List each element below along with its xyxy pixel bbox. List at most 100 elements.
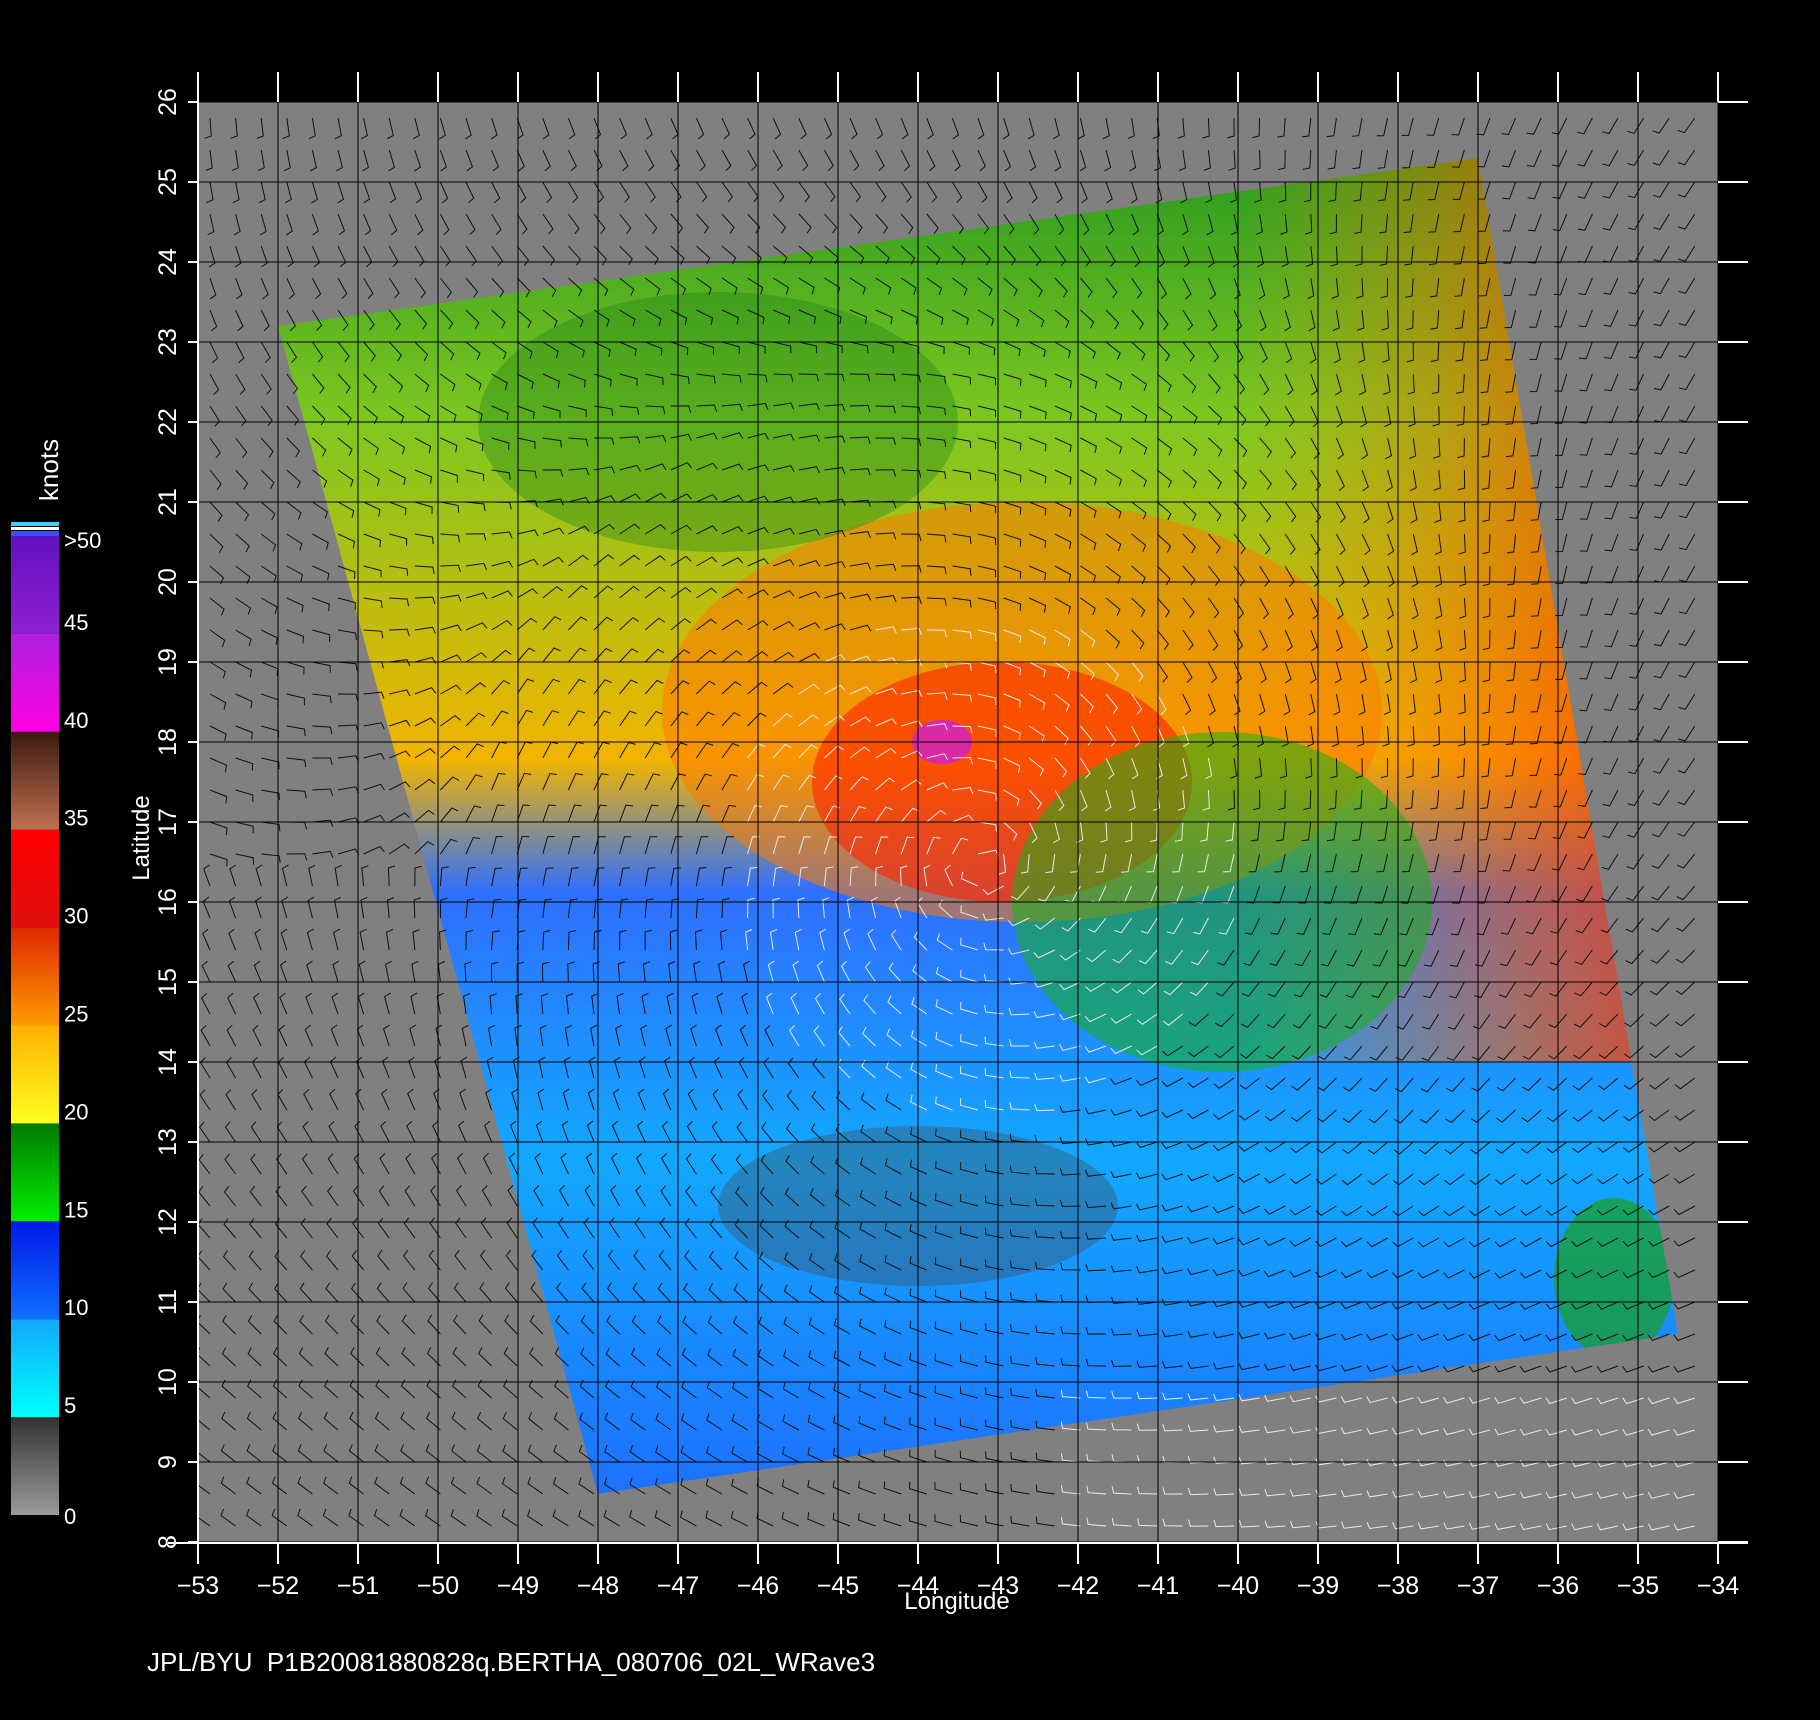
wind-barb bbox=[721, 867, 732, 887]
wind-barb bbox=[402, 1282, 416, 1303]
wind-barb bbox=[901, 437, 922, 447]
wind-barb bbox=[1187, 1361, 1209, 1370]
wind-barb bbox=[1187, 1077, 1209, 1089]
wind-barb bbox=[788, 1025, 800, 1047]
wind-barb bbox=[329, 1088, 339, 1111]
wind-barb bbox=[1654, 533, 1670, 551]
wind-barb bbox=[337, 501, 355, 518]
wind-barb bbox=[1227, 789, 1236, 811]
wind-barb bbox=[604, 1412, 620, 1431]
y-tick-label: 18 bbox=[154, 728, 182, 756]
wind-barb bbox=[1136, 1234, 1158, 1242]
wind-barb bbox=[1522, 1077, 1542, 1092]
wind-barb bbox=[798, 466, 820, 474]
wind-barb bbox=[465, 592, 488, 600]
wind-barb bbox=[1309, 341, 1317, 364]
wind-barb bbox=[1207, 597, 1220, 619]
wind-barb bbox=[568, 245, 582, 266]
wind-barb bbox=[593, 898, 603, 919]
wind-barb bbox=[1156, 501, 1172, 521]
wind-barb bbox=[619, 836, 632, 855]
wind-barb bbox=[465, 562, 488, 571]
wind-barb bbox=[1086, 1422, 1107, 1431]
wind-barb bbox=[1503, 277, 1517, 296]
wind-barb bbox=[696, 309, 714, 325]
wind-barb bbox=[1250, 821, 1261, 842]
wind-barb bbox=[977, 181, 988, 203]
wind-barb bbox=[669, 929, 678, 951]
wind-barb bbox=[960, 1290, 979, 1303]
wind-barb bbox=[1528, 789, 1542, 808]
wind-barb bbox=[302, 1121, 313, 1143]
colorbar-band bbox=[11, 731, 59, 830]
wind-barb bbox=[798, 149, 809, 171]
wind-barb bbox=[352, 1185, 365, 1207]
wind-barb bbox=[797, 897, 805, 919]
wind-barb bbox=[1035, 1388, 1055, 1399]
wind-barb bbox=[1079, 757, 1091, 779]
wind-barb bbox=[1468, 1365, 1491, 1373]
wind-barb bbox=[389, 719, 411, 727]
wind-barb bbox=[1137, 1518, 1158, 1527]
wind-barb bbox=[1135, 1141, 1158, 1149]
wind-barb bbox=[1244, 917, 1261, 935]
wind-barb bbox=[737, 1089, 749, 1111]
wind-barb bbox=[1596, 1333, 1619, 1342]
wind-barb bbox=[798, 528, 821, 536]
wind-barb bbox=[1417, 1365, 1439, 1373]
wind-barb bbox=[440, 654, 462, 663]
wind-barb bbox=[926, 753, 949, 761]
wind-barb bbox=[1422, 1013, 1440, 1030]
wind-barb bbox=[1434, 565, 1443, 588]
wind-barb bbox=[337, 437, 353, 456]
wind-barb bbox=[772, 277, 789, 295]
wind-barb bbox=[1259, 373, 1270, 395]
wind-barb bbox=[1678, 277, 1696, 294]
wind-barb bbox=[1571, 1237, 1593, 1248]
colorbar-band bbox=[11, 536, 59, 634]
wind-barb bbox=[1455, 789, 1465, 810]
wind-barb bbox=[1315, 1301, 1337, 1310]
wind-barb bbox=[1554, 693, 1568, 712]
wind-barb bbox=[352, 1217, 364, 1239]
wind-barb bbox=[1045, 853, 1056, 874]
wind-barb bbox=[1080, 341, 1096, 359]
wind-barb bbox=[711, 1121, 723, 1143]
wind-barb bbox=[1162, 1045, 1184, 1057]
wind-barb bbox=[1054, 245, 1067, 267]
wind-barb bbox=[798, 652, 820, 663]
wind-barb bbox=[567, 898, 578, 919]
wind-barb bbox=[1361, 469, 1369, 492]
wind-barb bbox=[1035, 1420, 1055, 1431]
wind-barb bbox=[858, 1383, 876, 1399]
wind-barb bbox=[1229, 757, 1238, 779]
wind-barb bbox=[1202, 117, 1210, 139]
wind-barb bbox=[363, 309, 375, 331]
wind-barb bbox=[705, 1510, 723, 1527]
wind-barb bbox=[209, 853, 228, 867]
wind-barb bbox=[1080, 373, 1098, 389]
wind-barb bbox=[1259, 501, 1272, 523]
wind-barb bbox=[271, 1476, 288, 1495]
wind-barb bbox=[1650, 917, 1670, 933]
wind-barb bbox=[926, 723, 948, 731]
wind-barb bbox=[1009, 1197, 1030, 1207]
wind-barb bbox=[312, 565, 330, 581]
wind-barb bbox=[798, 866, 808, 887]
wind-barb bbox=[1673, 1205, 1696, 1216]
wind-barb bbox=[276, 1121, 288, 1143]
wind-barb bbox=[1156, 533, 1172, 553]
wind-barb bbox=[1673, 1428, 1695, 1436]
wind-barb bbox=[502, 1411, 518, 1431]
wind-barb bbox=[1228, 149, 1236, 171]
wind-barb bbox=[619, 773, 635, 791]
wind-barb bbox=[1054, 789, 1065, 811]
wind-barb bbox=[707, 1348, 723, 1367]
wind-barb bbox=[248, 1250, 262, 1271]
wind-barb bbox=[1010, 1260, 1030, 1271]
wind-barb bbox=[1476, 917, 1491, 936]
wind-barb bbox=[585, 1152, 595, 1175]
wind-barb bbox=[1472, 1013, 1491, 1030]
wind-barb bbox=[465, 622, 488, 631]
wind-barb bbox=[1576, 853, 1593, 871]
